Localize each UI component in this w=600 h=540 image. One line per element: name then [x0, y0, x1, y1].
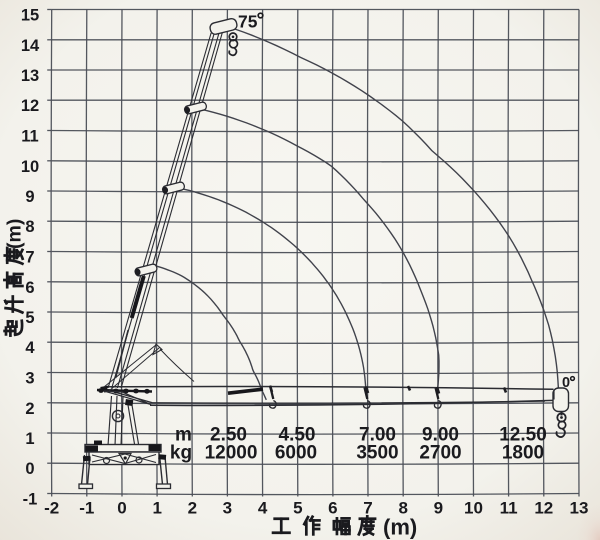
svg-text:0: 0: [562, 375, 570, 391]
svg-text:11: 11: [21, 128, 38, 146]
svg-text:0: 0: [25, 460, 34, 478]
svg-text:13: 13: [21, 67, 39, 85]
svg-text:4.50: 4.50: [279, 425, 316, 446]
svg-text:8: 8: [25, 218, 34, 236]
svg-text:6: 6: [25, 279, 34, 297]
svg-text:(m): (m): [4, 219, 26, 249]
svg-text:12: 12: [21, 97, 39, 115]
svg-text:2.50: 2.50: [210, 425, 247, 446]
svg-text:11: 11: [500, 499, 518, 518]
svg-text:8: 8: [398, 499, 407, 518]
svg-text:9.00: 9.00: [422, 425, 459, 446]
svg-text:2700: 2700: [419, 443, 461, 464]
svg-text:15: 15: [21, 7, 39, 25]
svg-text:3500: 3500: [356, 443, 398, 464]
svg-text:7: 7: [25, 249, 34, 267]
svg-text:13: 13: [570, 499, 589, 518]
svg-text:12000: 12000: [205, 443, 258, 464]
svg-text:7: 7: [363, 499, 372, 518]
svg-text:7.00: 7.00: [359, 425, 396, 446]
svg-text:2: 2: [188, 499, 197, 518]
svg-text:1800: 1800: [502, 443, 544, 464]
svg-text:14: 14: [21, 37, 40, 55]
svg-text:12.50: 12.50: [499, 425, 547, 446]
svg-text:3: 3: [25, 370, 34, 388]
svg-text:10: 10: [464, 499, 483, 518]
svg-text:6: 6: [328, 499, 337, 518]
svg-text:75: 75: [238, 12, 258, 32]
svg-text:-1: -1: [79, 499, 94, 518]
svg-text:3: 3: [223, 499, 232, 518]
svg-text:5: 5: [293, 499, 302, 518]
svg-text:2: 2: [25, 400, 34, 418]
svg-text:kg: kg: [170, 443, 192, 464]
svg-text:1: 1: [152, 499, 161, 518]
svg-text:5: 5: [25, 309, 34, 327]
svg-text:12: 12: [534, 499, 553, 518]
svg-text:4: 4: [25, 339, 35, 357]
svg-text:m: m: [175, 425, 192, 446]
svg-text:9: 9: [25, 188, 34, 206]
svg-text:4: 4: [258, 499, 268, 518]
svg-text:6000: 6000: [275, 443, 317, 464]
svg-text:9: 9: [434, 499, 443, 518]
svg-text:(m): (m): [383, 515, 417, 540]
svg-text:10: 10: [21, 158, 39, 176]
svg-text:-1: -1: [23, 491, 38, 509]
svg-text:1: 1: [25, 430, 34, 448]
svg-text:0: 0: [117, 499, 126, 518]
svg-text:-2: -2: [44, 499, 59, 518]
